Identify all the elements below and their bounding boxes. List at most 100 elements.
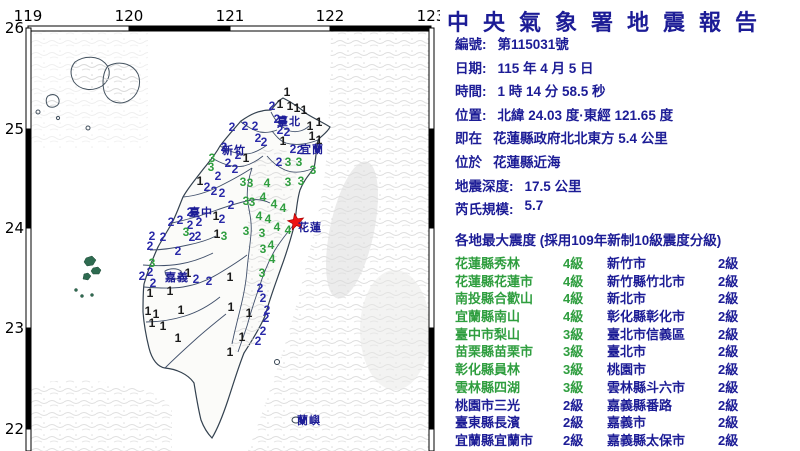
intensity-marker: 1: [276, 97, 284, 111]
intensity-marker: 1: [315, 133, 323, 147]
station-intensity-level: 2級: [718, 326, 739, 342]
intensity-marker: 3: [239, 175, 247, 189]
report-field-row: 即在 花蓮縣政府北北東方 5.4 公里: [455, 127, 673, 151]
intensity-marker: 2: [228, 120, 236, 134]
intensity-marker: 3: [148, 256, 156, 270]
intensity-marker: 2: [296, 143, 304, 157]
station-intensity-level: 2級: [718, 432, 739, 448]
intensity-marker: 1: [283, 85, 291, 99]
intensity-marker: 3: [242, 224, 250, 238]
station-name: 雲林縣斗六市: [607, 379, 686, 395]
intensity-marker: 4: [259, 190, 267, 204]
intensity-marker: 1: [286, 99, 294, 113]
map-graphics: [25, 25, 435, 451]
station-name: 桃園市三光: [455, 397, 521, 413]
intensity-marker: 1: [308, 129, 316, 143]
station-name: 新北市: [607, 291, 647, 307]
latitude-tick-label: 25: [4, 120, 24, 138]
latitude-tick-label: 22: [4, 420, 24, 438]
intensity-marker: 2: [241, 119, 249, 133]
report-field-value: 115 年 4 月 5 日: [497, 60, 594, 76]
intensity-marker: 2: [159, 230, 167, 244]
intensity-marker: 2: [220, 140, 228, 154]
intensity-marker: 4: [267, 238, 275, 252]
report-field-value: 1 時 14 分 58.5 秒: [497, 84, 606, 100]
intensity-marker: 1: [315, 115, 323, 129]
intensity-marker: 3: [242, 194, 250, 208]
intensity-marker: 3: [297, 174, 305, 188]
penghu-islands: [74, 255, 102, 298]
station-name: 雲林縣四湖: [455, 379, 521, 395]
intensity-marker: 1: [184, 266, 192, 280]
intensity-marker: 4: [268, 252, 276, 266]
intensity-marker: 1: [226, 345, 234, 359]
intensity-marker: 3: [259, 242, 267, 256]
intensity-marker: 2: [268, 99, 276, 113]
station-intensity-level: 2級: [718, 397, 739, 413]
station-name: 桃園市: [607, 362, 647, 378]
intensity-marker: 2: [186, 218, 194, 232]
report-field-label: 位置:: [455, 107, 487, 123]
report-field-row: 位置: 北緯 24.03 度·東經 121.65 度: [455, 104, 673, 128]
report-field-label: 位於: [455, 154, 482, 170]
intensity-marker: 3: [284, 175, 292, 189]
map-city-label: 宜蘭: [300, 144, 324, 156]
intensity-marker: 2: [205, 274, 213, 288]
intensity-marker: 2: [195, 215, 203, 229]
station-name: 嘉義縣太保市: [607, 432, 686, 448]
latitude-tick-label: 24: [4, 219, 24, 237]
intensity-marker: 2: [254, 334, 262, 348]
intensity-marker: 2: [276, 123, 284, 137]
station-intensity-level: 4級: [563, 256, 584, 271]
map-city-label: 臺北: [277, 116, 301, 128]
report-field-value: 北緯 24.03 度·東經 121.65 度: [497, 107, 674, 123]
china-coast-islands: [35, 56, 141, 131]
report-field-row: 位於 花蓮縣近海: [455, 151, 673, 175]
intensity-marker: 1: [166, 284, 174, 298]
intensity-marker: 2: [194, 229, 202, 243]
station-name: 新竹市: [607, 256, 647, 271]
report-field-value: 花蓮縣政府北北東方 5.4 公里: [493, 131, 668, 147]
intensity-marker: 3: [182, 225, 190, 239]
map-frame: [25, 25, 435, 451]
report-title: 中央氣象署地震報告: [447, 10, 772, 35]
intensity-marker: 2: [283, 125, 291, 139]
intensity-marker: 1: [159, 319, 167, 333]
intensity-marker: 2: [188, 230, 196, 244]
report-field-label: 地震深度:: [455, 178, 514, 194]
intensity-marker: 2: [224, 156, 232, 170]
longitude-tick-label: 120: [114, 7, 144, 25]
station-intensity-level: 2級: [718, 379, 739, 395]
station-intensity-level: 2級: [718, 291, 739, 307]
green-island: [274, 359, 280, 365]
station-intensity-level: 3級: [563, 344, 584, 360]
intensity-marker: 1: [196, 174, 204, 188]
report-field-row: 地震深度: 17.5 公里: [455, 175, 673, 199]
intensity-marker: 3: [258, 226, 266, 240]
report-field-value: 第115031號: [497, 37, 569, 52]
intensity-marker: 1: [177, 303, 185, 317]
longitude-tick-label: 123: [416, 7, 446, 25]
intensity-marker: 2: [234, 148, 242, 162]
station-name: 苗栗縣苗栗市: [455, 344, 534, 360]
intensity-marker: 2: [186, 205, 194, 219]
intensity-marker: 2: [176, 213, 184, 227]
station-intensity-level: 2級: [718, 256, 739, 271]
report-field-label: 日期:: [455, 60, 487, 76]
intensity-marker: 2: [192, 272, 200, 286]
station-name: 花蓮縣花蓮市: [455, 273, 534, 289]
sea-relief-southwest: [28, 380, 172, 451]
station-intensity-level: 3級: [563, 362, 584, 378]
intensity-marker: 2: [259, 324, 267, 338]
intensity-marker: 2: [146, 239, 154, 253]
station-intensity-level: 2級: [718, 309, 739, 325]
station-name: 臺北市信義區: [607, 326, 686, 342]
intensity-marker: 2: [259, 291, 267, 305]
intensity-marker: 1: [300, 103, 308, 117]
intensity-marker: 3: [246, 176, 254, 190]
station-name: 花蓮縣秀林: [455, 256, 521, 271]
latitude-tick-label: 23: [4, 319, 24, 337]
intensity-marker: 1: [293, 101, 301, 115]
intensity-marker: 1: [238, 330, 246, 344]
intensity-marker: 1: [226, 270, 234, 284]
